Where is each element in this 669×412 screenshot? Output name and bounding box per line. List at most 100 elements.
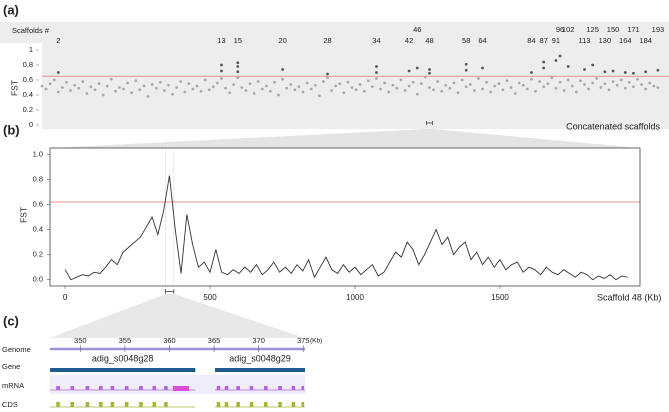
- fst-point: [644, 70, 648, 74]
- plot-frame: [49, 147, 641, 287]
- y-tick-label: 1: [29, 45, 33, 54]
- fst-point: [632, 85, 635, 89]
- fst-point: [489, 90, 493, 94]
- fst-point: [187, 82, 191, 86]
- x-tick-label: 375: [297, 336, 310, 345]
- fst-point: [481, 87, 484, 91]
- fst-point: [326, 76, 329, 80]
- fst-point: [171, 92, 174, 96]
- fst-point: [350, 86, 354, 89]
- fst-point: [481, 66, 484, 70]
- fst-point: [570, 84, 574, 88]
- scaffold-label: 87: [540, 36, 548, 45]
- scaffold-label: 193: [652, 25, 665, 34]
- fst-point: [619, 78, 623, 82]
- fst-point: [346, 80, 350, 84]
- cds-exon: [70, 402, 75, 407]
- fst-point: [554, 86, 558, 90]
- fst-point: [256, 80, 260, 83]
- fst-point: [370, 85, 374, 89]
- mrna-exon: [70, 386, 75, 390]
- x-tick-label: 500: [203, 293, 217, 302]
- fst-point: [293, 88, 297, 92]
- fst-point: [558, 54, 562, 58]
- fst-point: [562, 89, 566, 92]
- cds-exon: [216, 402, 221, 407]
- x-tick-label: 1500: [491, 293, 509, 302]
- scaffold-label: 13: [217, 36, 225, 45]
- fst-point: [301, 90, 305, 94]
- mrna-exon: [216, 386, 221, 390]
- fst-point: [236, 65, 240, 68]
- gene-name: adig_s0048g28: [92, 353, 154, 363]
- fst-point: [85, 92, 89, 95]
- y-tick-label: 0.6: [33, 199, 43, 208]
- fst-point: [191, 87, 195, 91]
- fst-point: [407, 69, 411, 73]
- scaffold-label: 34: [372, 36, 380, 45]
- scaffold-label: 2: [56, 36, 60, 45]
- cds-exon: [291, 402, 296, 407]
- fst-point: [167, 83, 170, 87]
- fst-point: [542, 66, 546, 70]
- fst-point: [134, 79, 138, 83]
- fst-point: [428, 71, 431, 75]
- cds-exon: [249, 402, 254, 407]
- fst-point: [236, 61, 240, 65]
- fst-point: [224, 86, 227, 90]
- fst-point: [215, 81, 219, 85]
- fst-point: [138, 88, 142, 92]
- cds-exon: [278, 402, 282, 407]
- fst-point: [615, 83, 619, 87]
- fst-point: [126, 81, 130, 85]
- fst-point: [240, 86, 244, 89]
- scaffold-label: 113: [579, 36, 591, 45]
- mrna-exon: [291, 386, 296, 390]
- plot-a-background: [42, 43, 669, 129]
- fst-point: [142, 84, 146, 88]
- fst-point: [252, 92, 256, 95]
- y-tick-label: 0.0: [33, 275, 43, 284]
- scaffold-label: 102: [562, 25, 575, 34]
- fst-point: [448, 86, 452, 90]
- mrna-exon: [85, 386, 90, 390]
- fst-point: [244, 89, 248, 92]
- fst-point: [407, 84, 411, 88]
- fst-point: [464, 62, 468, 66]
- fst-point: [203, 78, 207, 82]
- panel-label: (b): [3, 122, 20, 137]
- fst-point: [546, 82, 550, 86]
- fst-point: [207, 88, 211, 92]
- zoom-wedge: [50, 129, 640, 148]
- y-tick-label: 0: [29, 120, 33, 129]
- fst-point: [375, 77, 378, 80]
- fst-point: [542, 60, 546, 64]
- fst-point: [595, 77, 599, 80]
- fst-point: [199, 89, 203, 93]
- track-label: Gene: [2, 362, 20, 371]
- fst-point: [534, 89, 537, 93]
- mrna-exon: [301, 386, 305, 390]
- cds-exon: [301, 402, 305, 407]
- fst-point: [48, 82, 52, 86]
- fst-point: [236, 76, 240, 80]
- fst-point: [583, 68, 586, 71]
- fst-point: [56, 90, 60, 94]
- fst-point: [297, 85, 301, 89]
- fst-point: [342, 91, 346, 95]
- fst-point: [379, 87, 382, 91]
- scaffold-label: 184: [639, 36, 652, 45]
- fst-point: [591, 81, 595, 85]
- fst-point: [309, 87, 313, 91]
- background-layer: [0, 22, 669, 394]
- fst-point: [542, 85, 546, 89]
- fst-point: [611, 80, 615, 83]
- fst-point: [391, 83, 395, 87]
- panel-label: (c): [3, 313, 19, 328]
- mrna-exon: [56, 386, 60, 390]
- fst-point: [440, 89, 444, 93]
- axis-unit: (Kb): [310, 338, 322, 345]
- panel-label: (a): [3, 2, 19, 17]
- mrna-exon: [164, 386, 168, 390]
- fst-point: [627, 80, 631, 84]
